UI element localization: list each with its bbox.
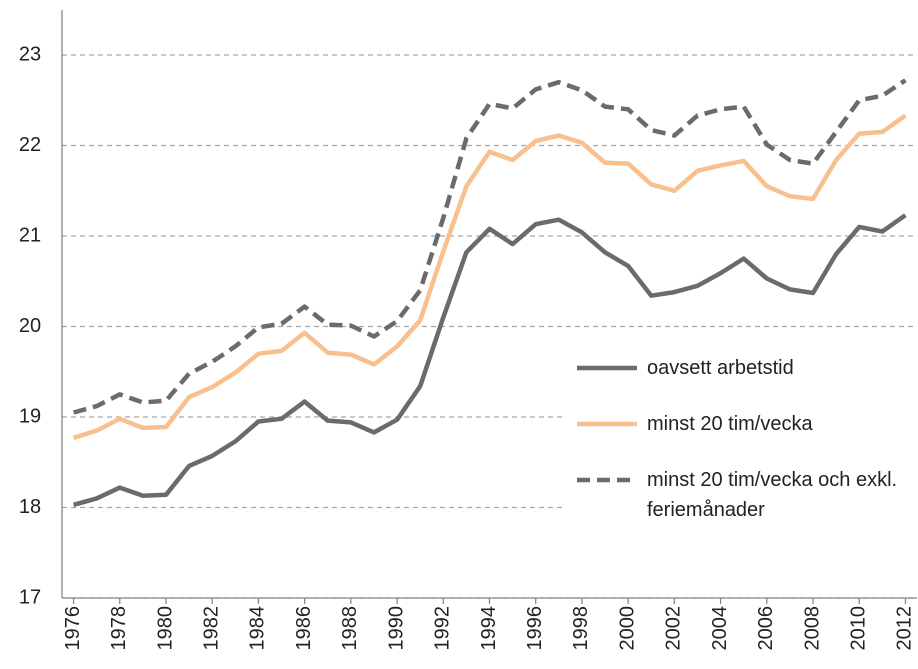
series-line: [72, 113, 907, 440]
x-tick-label: 1994: [478, 606, 500, 651]
legend: oavsett arbetstid minst 20 tim/vecka minst…: [565, 345, 915, 551]
y-tick-label: 17: [19, 586, 41, 608]
x-tick-label: 1986: [293, 606, 315, 651]
y-tick-label: 23: [19, 43, 41, 65]
legend-item: oavsett arbetstid: [575, 353, 915, 383]
series-line: [72, 213, 907, 507]
x-tick-label: 1982: [200, 606, 222, 651]
x-tick-label: 1980: [154, 606, 176, 651]
x-tick-label: 2004: [709, 606, 731, 651]
x-tick-label: 2000: [616, 606, 638, 651]
legend-swatch: [577, 421, 637, 427]
x-tick-label: 1976: [62, 606, 84, 651]
x-tick-label: 1996: [524, 606, 546, 651]
y-tick-label: 19: [19, 405, 41, 427]
x-tick-label: 1984: [247, 606, 269, 651]
legend-swatch: [577, 365, 637, 371]
x-tick-label: 1988: [339, 606, 361, 651]
x-tick-label: 2010: [848, 606, 870, 651]
legend-label: minst 20 tim/vecka: [647, 413, 813, 435]
x-tick-label: 2006: [755, 606, 777, 651]
series-line: [72, 78, 907, 415]
x-tick-label: 1978: [108, 606, 130, 651]
legend-label: oavsett arbetstid: [647, 357, 794, 379]
y-tick-label: 20: [19, 315, 41, 337]
x-tick-label: 1992: [432, 606, 454, 651]
y-tick-label: 21: [19, 224, 41, 246]
x-tick-label: 2002: [663, 606, 685, 651]
y-tick-label: 22: [19, 134, 41, 156]
x-tick-label: 2012: [894, 606, 916, 651]
legend-label: minst 20 tim/vecka och exkl. feriemånade…: [647, 469, 898, 521]
x-tick-label: 2008: [801, 606, 823, 651]
legend-item: minst 20 tim/vecka: [575, 409, 915, 439]
y-tick-label: 18: [19, 496, 41, 518]
legend-item: minst 20 tim/vecka och exkl. feriemånade…: [575, 465, 915, 525]
x-tick-label: 1998: [570, 606, 592, 651]
legend-swatch: [577, 477, 637, 483]
x-tick-label: 1990: [385, 606, 407, 651]
